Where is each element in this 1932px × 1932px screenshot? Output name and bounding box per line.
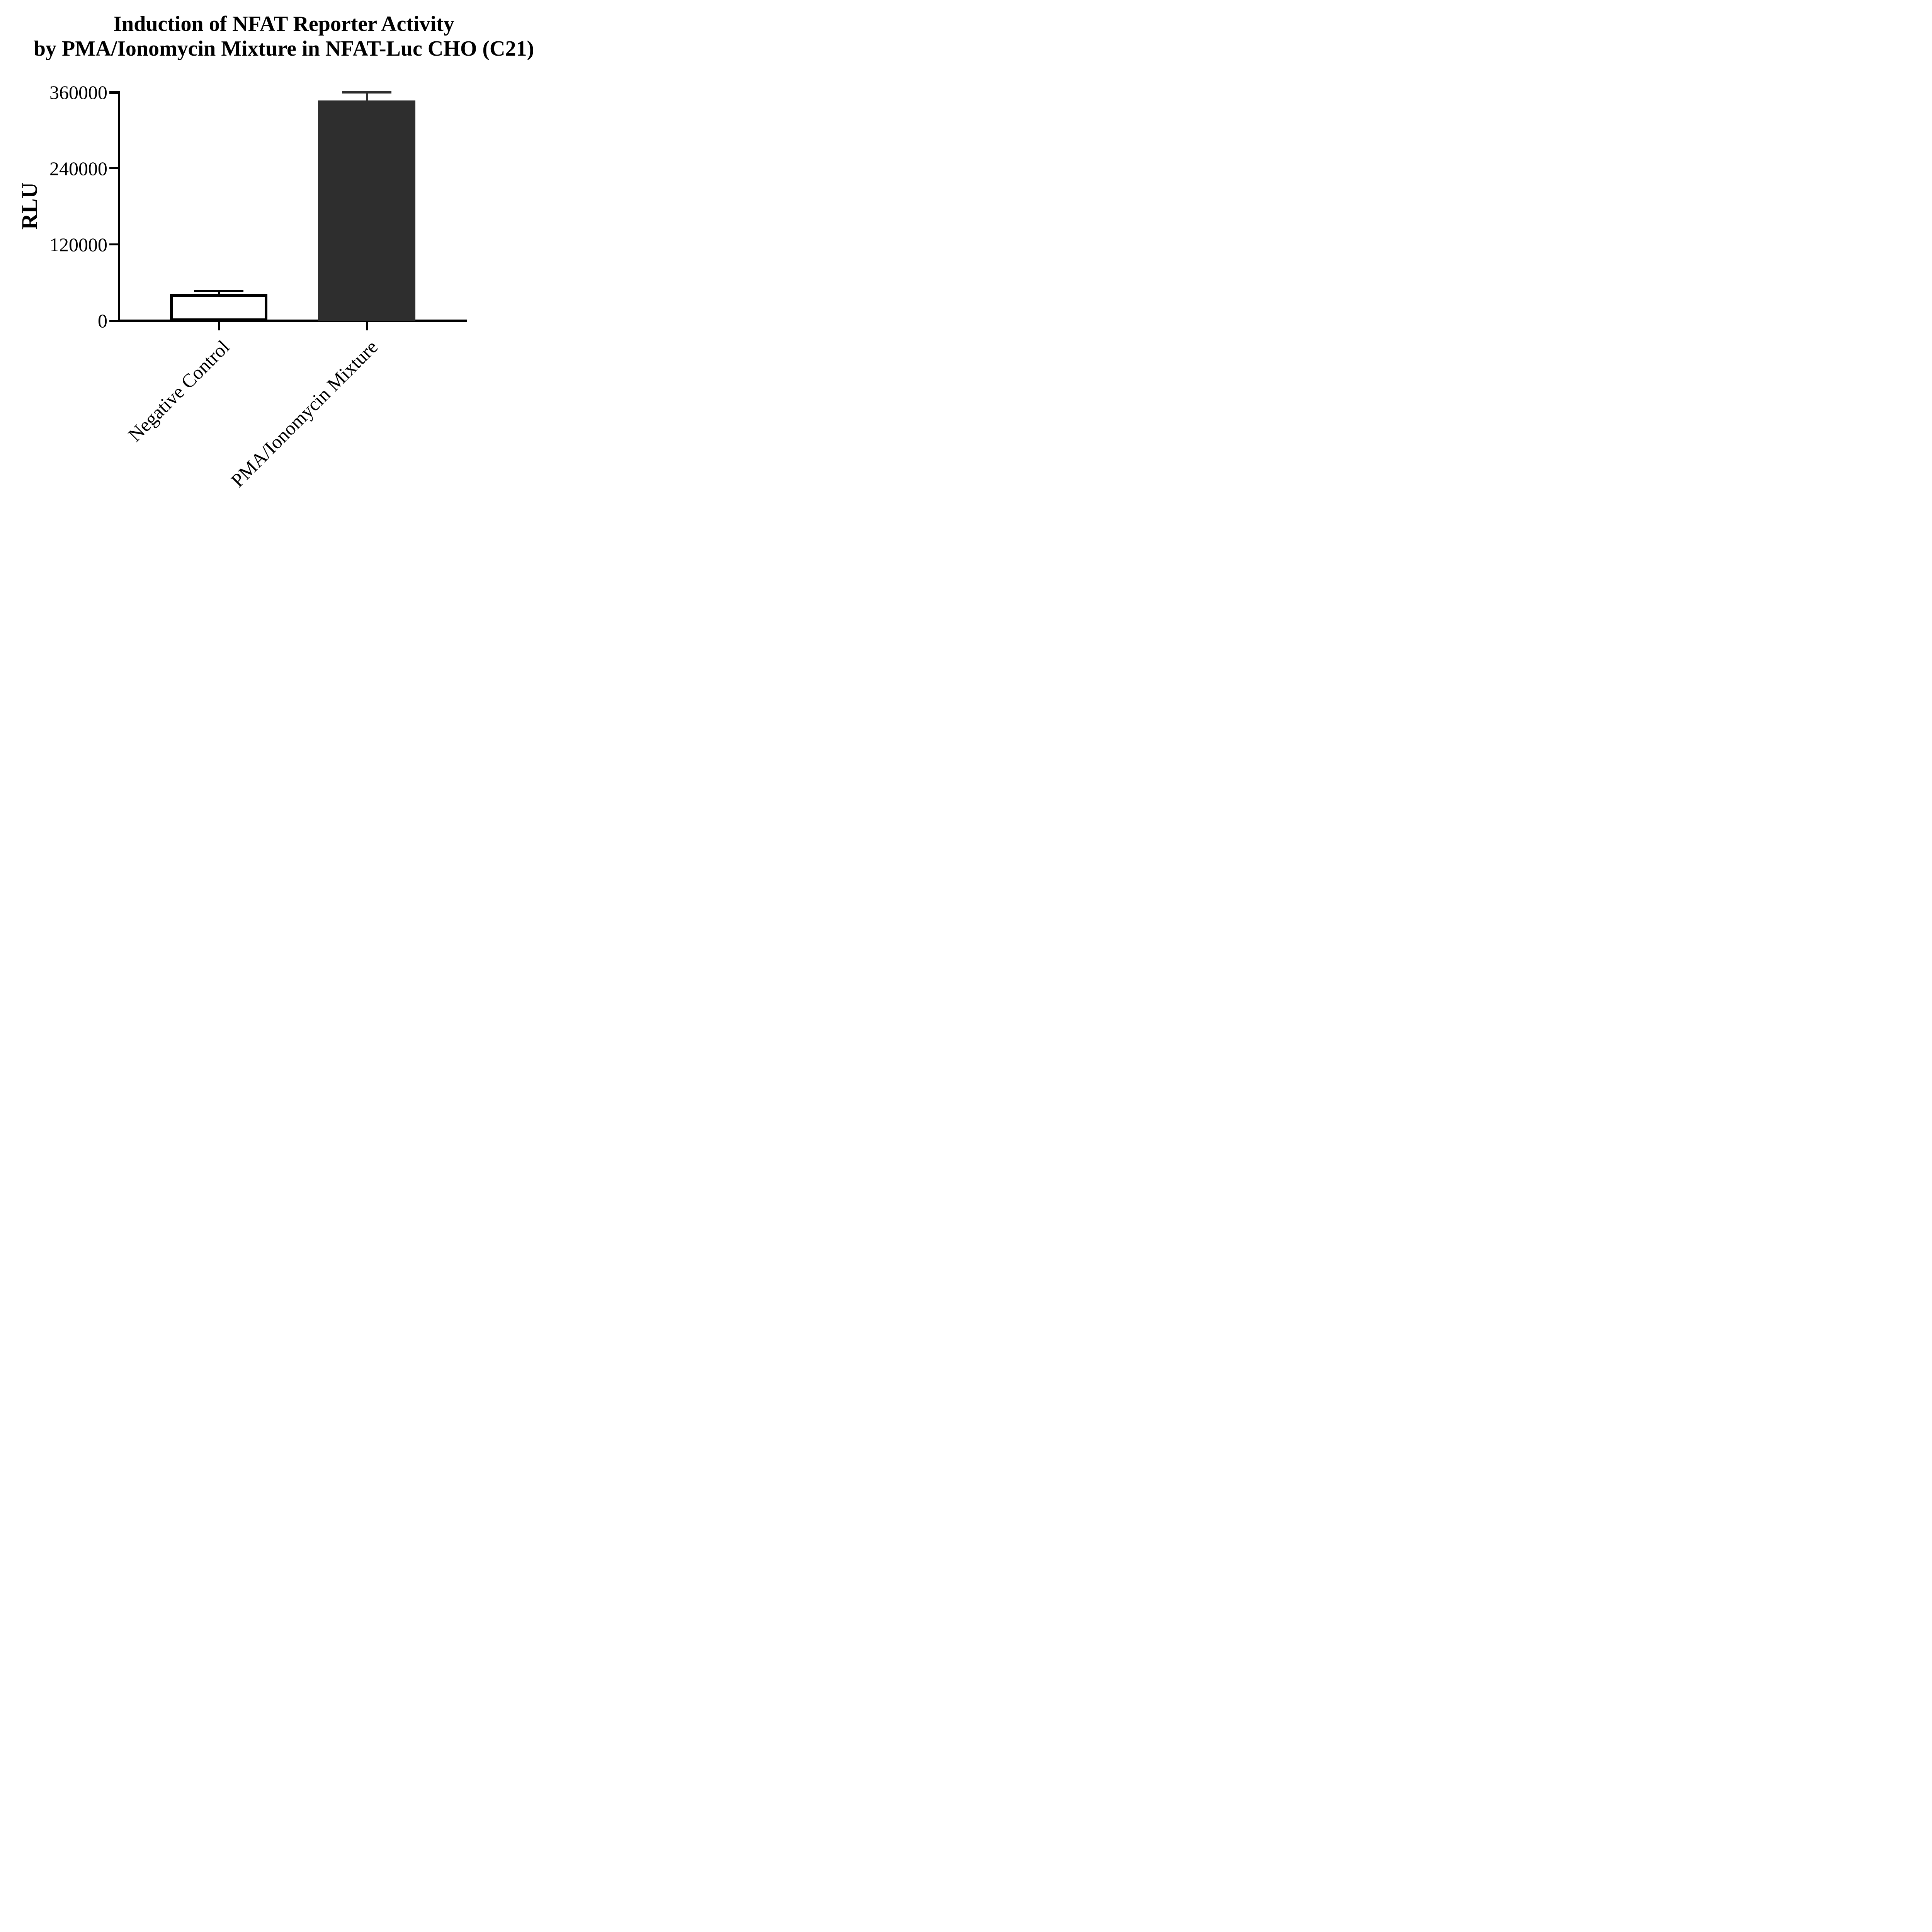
bar-pma-ionomycin	[318, 100, 415, 321]
chart-title-line2: by PMA/Ionomycin Mixture in NFAT-Luc CHO…	[33, 37, 534, 61]
y-tick-label: 120000	[49, 233, 107, 255]
error-bar-stem-negative-control	[218, 291, 220, 296]
error-bar-cap-negative-control	[194, 289, 243, 292]
chart-title: Induction of NFAT Reporter Activity by P…	[0, 12, 568, 61]
x-tick-mark-pma-ionomycin	[366, 322, 368, 330]
error-bar-stem-pma-ionomycin	[366, 92, 368, 102]
y-axis-label: RLU	[17, 182, 42, 230]
y-axis-line	[118, 91, 120, 322]
y-tick-mark-240000	[109, 167, 118, 170]
x-tick-mark-negative-control	[218, 322, 220, 330]
y-tick-label: 0	[98, 310, 107, 332]
nfat-reporter-bar-chart: Induction of NFAT Reporter Activity by P…	[0, 0, 568, 503]
chart-title-line1: Induction of NFAT Reporter Activity	[113, 12, 454, 36]
y-tick-mark-360000	[109, 90, 118, 94]
y-tick-mark-0	[109, 320, 118, 322]
x-category-label-negative-control: Negative Control	[124, 336, 234, 446]
x-category-label-pma-ionomycin: PMA/Ionomycin Mixture	[226, 336, 382, 492]
bar-negative-control	[170, 294, 267, 321]
y-tick-mark-120000	[109, 243, 118, 246]
error-bar-cap-pma-ionomycin	[342, 91, 391, 94]
y-tick-label: 360000	[49, 81, 107, 103]
y-tick-label: 240000	[49, 157, 107, 179]
x-axis-line	[118, 320, 467, 322]
